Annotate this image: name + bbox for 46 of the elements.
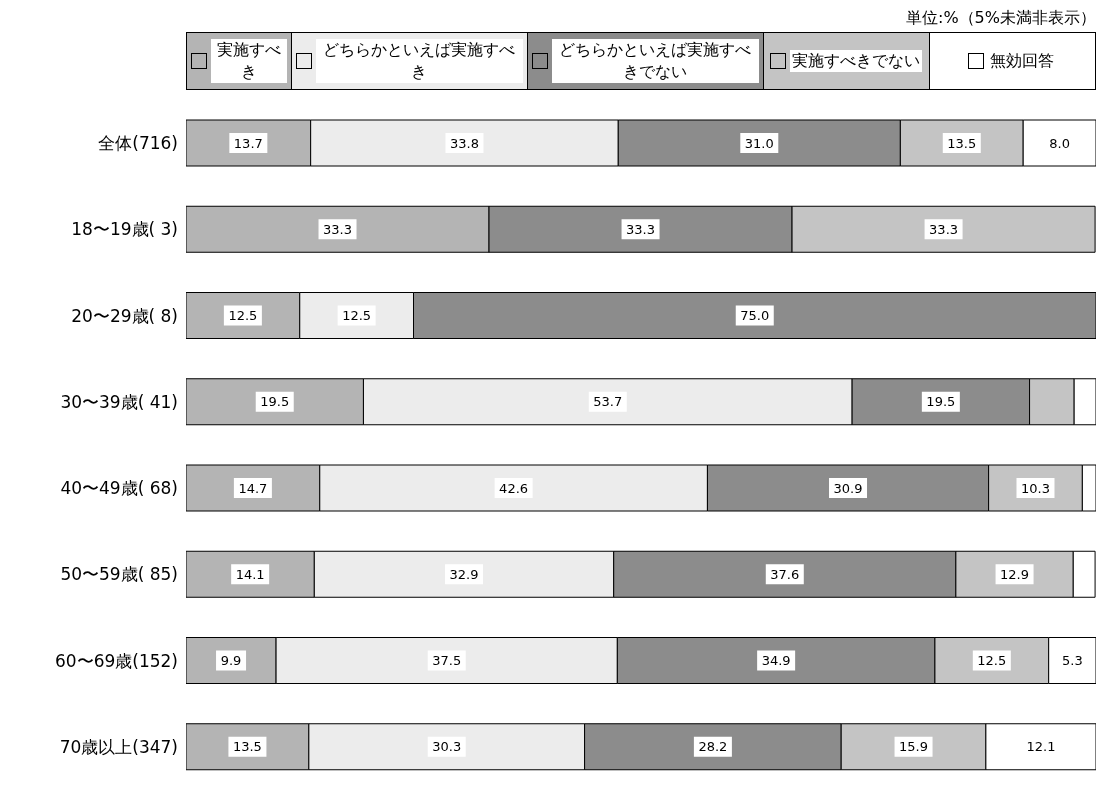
data-label: 28.2 (698, 739, 728, 755)
y-tick-label: 20〜29歳( 8) (71, 305, 178, 326)
data-label: 37.5 (432, 653, 462, 668)
y-tick-label: 50〜59歳( 85) (60, 564, 178, 585)
legend-label: どちらかといえば実施すべき (316, 39, 523, 83)
y-tick-label: 全体(716) (98, 133, 178, 154)
data-label: 12.5 (977, 653, 1007, 668)
legend-label: 実施すべき (211, 39, 287, 83)
legend-label: どちらかといえば実施すべきでない (551, 39, 759, 83)
data-label: 15.9 (899, 739, 929, 755)
data-label: 34.9 (761, 653, 791, 668)
data-label: 33.3 (626, 221, 656, 237)
data-label: 8.0 (1049, 135, 1070, 151)
data-label: 30.3 (432, 739, 462, 755)
data-label: 13.7 (233, 135, 263, 151)
data-label: 32.9 (449, 566, 479, 582)
data-label: 12.1 (1026, 739, 1056, 755)
data-label: 75.0 (740, 308, 770, 323)
data-label: 5.3 (1062, 653, 1083, 668)
y-tick-label: 70歳以上(347) (59, 736, 178, 757)
data-label: 33.8 (449, 135, 479, 151)
y-tick-label: 18〜19歳( 3) (71, 219, 178, 240)
data-label: 12.9 (1000, 566, 1030, 582)
legend-label: 無効回答 (988, 50, 1057, 72)
y-tick-label: 40〜49歳( 68) (60, 478, 178, 499)
data-label: 37.6 (770, 566, 800, 582)
data-label: 31.0 (744, 135, 774, 151)
data-label: 30.9 (833, 480, 863, 496)
data-label: 14.7 (238, 480, 268, 496)
data-label: 53.7 (593, 394, 623, 410)
text: 単位:%（5%未満非表示） (905, 8, 1096, 29)
data-label: 13.5 (947, 135, 977, 151)
y-tick-label: 30〜39歳( 41) (60, 391, 178, 412)
data-label: 19.5 (926, 394, 956, 410)
data-label: 10.3 (1021, 480, 1050, 496)
y-tick-label: 60〜69歳(152) (55, 650, 178, 671)
data-label: 42.6 (499, 480, 529, 496)
data-label: 33.3 (929, 221, 959, 237)
data-label: 12.5 (228, 308, 258, 323)
legend-label: 実施すべきでない (790, 50, 923, 72)
data-label: 19.5 (260, 394, 290, 410)
data-label: 33.3 (323, 221, 352, 237)
data-label: 9.9 (220, 653, 242, 668)
data-label: 14.1 (235, 566, 265, 582)
data-label: 13.5 (232, 739, 262, 755)
data-label: 12.5 (342, 308, 372, 323)
